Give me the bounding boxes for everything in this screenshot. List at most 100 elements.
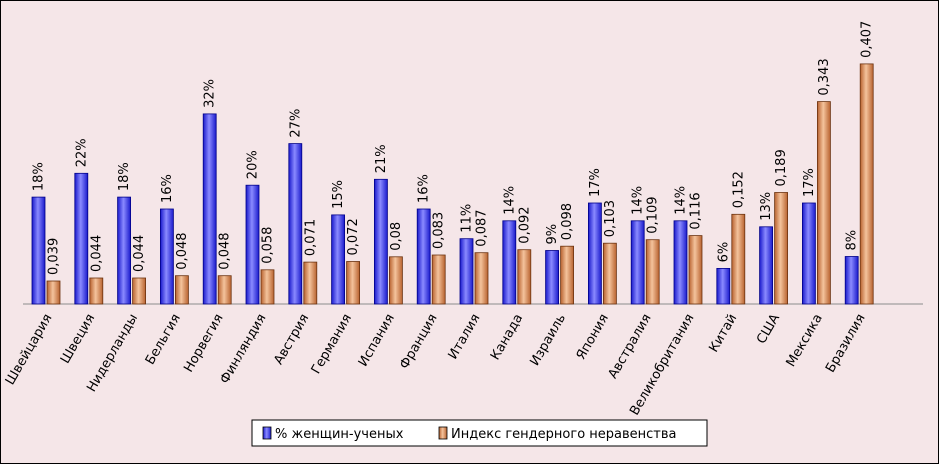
bar-index-18 [774, 192, 788, 305]
label-women-16: 14% [674, 186, 689, 215]
category-label-9: Испания [356, 312, 398, 370]
label-index-6: 0,058 [261, 227, 276, 264]
category-label-7: Австрия [271, 312, 312, 368]
bar-index-3 [132, 277, 147, 305]
category-label-5: Норвегия [181, 312, 226, 376]
bar-index-14 [603, 242, 617, 305]
label-women-4: 16% [160, 174, 175, 203]
legend: % женщин-ученых Индекс гендерного нераве… [251, 419, 708, 447]
label-women-15: 14% [631, 186, 646, 215]
bar-women-5 [202, 113, 217, 305]
label-women-12: 14% [502, 186, 517, 215]
bar-index-8 [346, 261, 361, 305]
label-women-5: 32% [203, 79, 218, 108]
label-index-19: 0,343 [817, 58, 832, 95]
bar-women-17 [716, 267, 731, 305]
bar-index-19 [817, 101, 831, 305]
label-index-10: 0,083 [432, 212, 447, 249]
category-label-13: Израиль [527, 312, 569, 369]
bar-women-16 [673, 220, 688, 305]
category-label-14: Япония [574, 312, 612, 363]
bar-index-12 [517, 249, 532, 305]
bar-women-12 [502, 220, 517, 305]
category-label-18: США [754, 311, 783, 346]
label-women-2: 22% [74, 138, 89, 167]
category-label-15: Австралия [606, 312, 655, 382]
legend-swatch-women [262, 426, 272, 440]
label-women-9: 21% [374, 144, 389, 173]
legend-box [251, 419, 708, 447]
category-label-17: Китай [706, 312, 740, 356]
bar-women-11 [459, 238, 474, 305]
label-women-7: 27% [288, 109, 303, 138]
bar-women-4 [159, 208, 174, 305]
label-index-4: 0,048 [175, 232, 190, 269]
label-index-16: 0,116 [689, 192, 704, 229]
bar-index-17 [731, 213, 746, 305]
label-index-5: 0,048 [218, 232, 233, 269]
bar-women-2 [74, 172, 89, 305]
category-label-19: Мексика [784, 312, 826, 370]
bar-women-13 [545, 250, 559, 305]
bar-women-3 [117, 196, 131, 305]
category-label-2: Швеция [58, 312, 98, 367]
label-women-1: 18% [32, 162, 47, 191]
label-index-20: 0,407 [860, 21, 875, 58]
label-women-10: 16% [417, 174, 432, 203]
label-index-8: 0,072 [346, 218, 361, 255]
bar-index-6 [260, 269, 275, 305]
label-index-11: 0,087 [475, 209, 490, 246]
label-index-3: 0,044 [132, 235, 147, 272]
bar-women-1 [31, 196, 46, 305]
label-index-1: 0,039 [47, 238, 62, 275]
category-label-10: Франция [397, 312, 441, 372]
bar-women-19 [802, 202, 816, 305]
category-label-12: Канада [488, 312, 526, 363]
label-women-20: 8% [845, 230, 860, 251]
bars: 18% 0,039 Швейцария 22% 0,044 Швеция 18% 0,044 Н… [3, 21, 875, 418]
label-index-18: 0,189 [774, 149, 789, 186]
bar-index-20 [859, 63, 874, 305]
label-index-7: 0,071 [303, 219, 318, 256]
bar-index-15 [645, 239, 660, 305]
bar-women-8 [331, 214, 346, 305]
label-women-13: 9% [545, 224, 560, 245]
bar-women-9 [373, 178, 388, 305]
bar-women-14 [588, 202, 602, 305]
label-women-14: 17% [588, 168, 603, 197]
bar-index-2 [89, 277, 104, 305]
label-women-6: 20% [246, 150, 261, 179]
bar-index-7 [303, 261, 318, 305]
label-women-19: 17% [802, 168, 817, 197]
category-label-20: Бразилия [823, 312, 869, 376]
category-label-1: Швейцария [3, 312, 56, 388]
label-index-13: 0,098 [560, 203, 575, 240]
legend-label-women: % женщин-ученых [275, 427, 404, 442]
bar-index-1 [46, 280, 61, 305]
category-label-11: Италия [446, 312, 484, 363]
category-label-8: Германия [309, 312, 355, 377]
category-label-4: Бельгия [143, 312, 184, 368]
label-women-11: 11% [460, 204, 475, 233]
label-index-12: 0,092 [517, 206, 532, 243]
bar-women-18 [759, 226, 773, 305]
label-index-17: 0,152 [731, 171, 746, 208]
bar-index-13 [560, 245, 574, 305]
category-label-6: Финляндия [217, 312, 269, 387]
label-women-3: 18% [117, 162, 132, 191]
bar-index-11 [474, 252, 489, 305]
bar-women-10 [416, 208, 431, 305]
label-index-14: 0,103 [603, 200, 618, 237]
label-women-17: 6% [716, 242, 731, 263]
bar-women-7 [288, 143, 303, 305]
bar-index-5 [217, 275, 232, 305]
bar-women-20 [844, 256, 859, 305]
label-index-2: 0,044 [89, 235, 104, 272]
bar-women-6 [245, 184, 260, 305]
bar-index-10 [431, 254, 446, 305]
legend-label-gender-index: Индекс гендерного неравенства [451, 427, 677, 442]
bar-index-16 [688, 235, 703, 305]
bar-women-15 [630, 220, 645, 305]
label-women-8: 15% [331, 180, 346, 209]
